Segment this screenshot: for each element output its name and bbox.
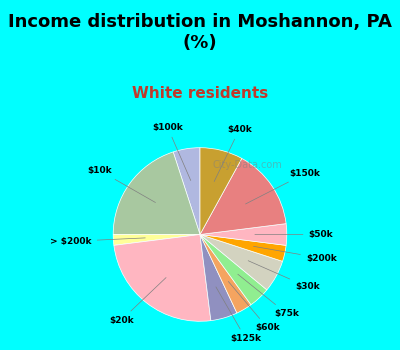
Wedge shape (200, 159, 286, 234)
Text: $60k: $60k (228, 281, 280, 332)
Text: $75k: $75k (238, 274, 299, 318)
Wedge shape (200, 234, 286, 261)
Wedge shape (173, 148, 200, 234)
Wedge shape (114, 234, 211, 321)
Text: City-Data.com: City-Data.com (213, 160, 283, 170)
Text: $10k: $10k (88, 166, 156, 203)
Wedge shape (113, 234, 200, 245)
Text: $30k: $30k (248, 261, 320, 291)
Text: $40k: $40k (214, 125, 252, 182)
Text: > $200k: > $200k (50, 237, 145, 246)
Text: $125k: $125k (216, 287, 261, 343)
Wedge shape (200, 234, 282, 290)
Wedge shape (200, 234, 237, 321)
Text: White residents: White residents (132, 86, 268, 101)
Wedge shape (200, 224, 287, 245)
Wedge shape (200, 234, 251, 313)
Text: Income distribution in Moshannon, PA
(%): Income distribution in Moshannon, PA (%) (8, 13, 392, 52)
Text: $50k: $50k (255, 230, 333, 239)
Wedge shape (200, 234, 267, 305)
Text: $150k: $150k (246, 169, 321, 204)
Text: $200k: $200k (254, 246, 337, 262)
Text: $20k: $20k (109, 278, 166, 325)
Text: $100k: $100k (152, 123, 191, 181)
Wedge shape (200, 148, 242, 234)
Wedge shape (113, 152, 200, 234)
